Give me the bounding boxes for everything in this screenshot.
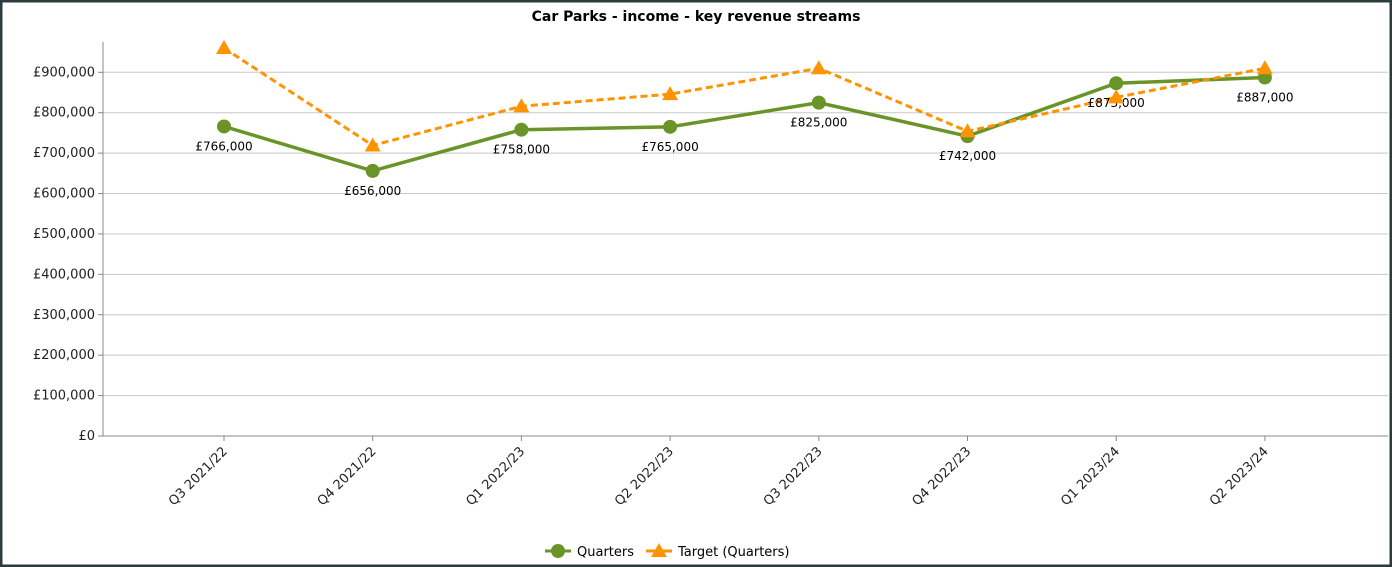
value-label: £656,000 [344,184,401,198]
y-tick-label: £400,000 [33,267,95,282]
legend-marker [651,543,667,557]
value-label: £742,000 [939,149,996,163]
legend-marker [551,544,565,558]
value-label: £887,000 [1236,91,1293,105]
point [217,119,231,134]
point [663,119,678,134]
value-label: £765,000 [641,140,698,154]
point [662,86,679,101]
point [513,98,530,113]
series-line [223,46,1266,148]
value-label: £758,000 [493,143,550,157]
point [1256,60,1273,75]
value-label: £766,000 [195,139,252,153]
point [364,137,381,152]
legend-label: Target (Quarters) [677,545,790,560]
point [811,95,826,110]
y-tick-label: £300,000 [33,308,95,323]
y-tick-label: £800,000 [33,106,95,121]
point [216,40,232,55]
y-tick-label: £700,000 [33,146,95,161]
y-tick-label: £500,000 [33,227,95,242]
y-tick-label: £0 [78,429,95,444]
point [810,60,827,75]
y-tick-label: £600,000 [33,187,95,202]
series-line [223,75,1265,173]
y-tick-label: £200,000 [33,348,95,363]
point [1108,89,1125,104]
point [365,163,380,178]
legend-label: Quarters [577,545,634,560]
value-label: £825,000 [790,116,847,130]
chart-title: Car Parks - income - key revenue streams [532,9,861,25]
y-tick-label: £900,000 [33,65,95,80]
y-tick-label: £100,000 [33,389,95,404]
point [1109,76,1124,91]
point [959,123,976,138]
point [514,122,529,137]
